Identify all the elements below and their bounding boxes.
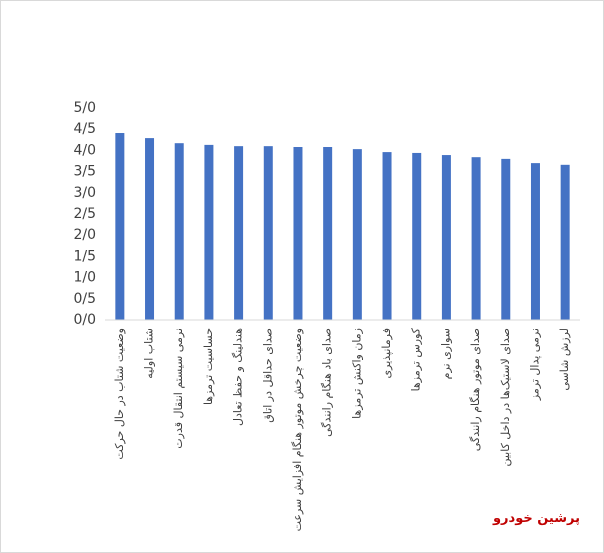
x-tick-label: صدای موتور هنگام رانندگی [469,328,482,451]
bar [174,143,184,320]
y-tick-label: 0/5 [73,291,96,307]
x-tick-label: صدای لاستیک‌ها در داخل کابین [499,328,512,467]
bar [412,152,422,320]
y-tick-label: 4/0 [73,142,96,158]
x-tick-label: صدای باد هنگام رانندگی [321,328,334,437]
y-tick-label: 0/0 [73,312,96,328]
bar [441,155,451,320]
bar [560,164,570,320]
bar [530,163,540,320]
x-tick-label: زمان واکنش ترمزها [350,328,363,419]
bar [501,158,511,320]
x-tick-label: فرمانپذیری [380,328,393,378]
bar [471,157,481,320]
bar [263,146,273,320]
y-tick-label: 4/5 [73,121,96,137]
y-tick-label: 5/0 [73,100,96,116]
x-tick-label: کورس ترمزها [410,327,423,391]
x-tick-label: نرمی پدال ترمز [528,328,541,401]
y-tick-label: 3/5 [73,164,96,180]
x-tick-label: هندلینگ و حفظ تعادل [232,328,245,426]
x-tick-label: نرمی سیستم انتقال قدرت [172,328,185,449]
watermark: پرشین خودرو [492,511,580,526]
y-tick-label: 2/5 [73,206,96,222]
bar [204,144,214,320]
x-tick-label: شتاب اولیه [143,328,156,379]
x-tick-label: وضعیت چرخش موتور هنگام افزایش سرعت [291,328,304,531]
bar [293,147,303,320]
y-tick-label: 1/0 [73,270,96,286]
bar [323,147,333,320]
bar [145,138,155,320]
x-tick-label: وضعیت شتاب در حال حرکت [113,328,126,460]
x-tick-label: سواری نرم [439,328,452,379]
x-tick-label: لرزش شاسی [558,328,571,391]
y-tick-label: 3/0 [73,185,96,201]
x-tick-label: صدای حداقل در اتاق [261,328,274,423]
y-tick-label: 2/0 [73,227,96,243]
bar [115,133,125,320]
x-tick-label: حساسیت ترمزها [202,328,215,405]
bar [352,149,362,320]
bar [234,146,244,320]
bar [382,152,392,320]
y-tick-label: 1/5 [73,248,96,264]
